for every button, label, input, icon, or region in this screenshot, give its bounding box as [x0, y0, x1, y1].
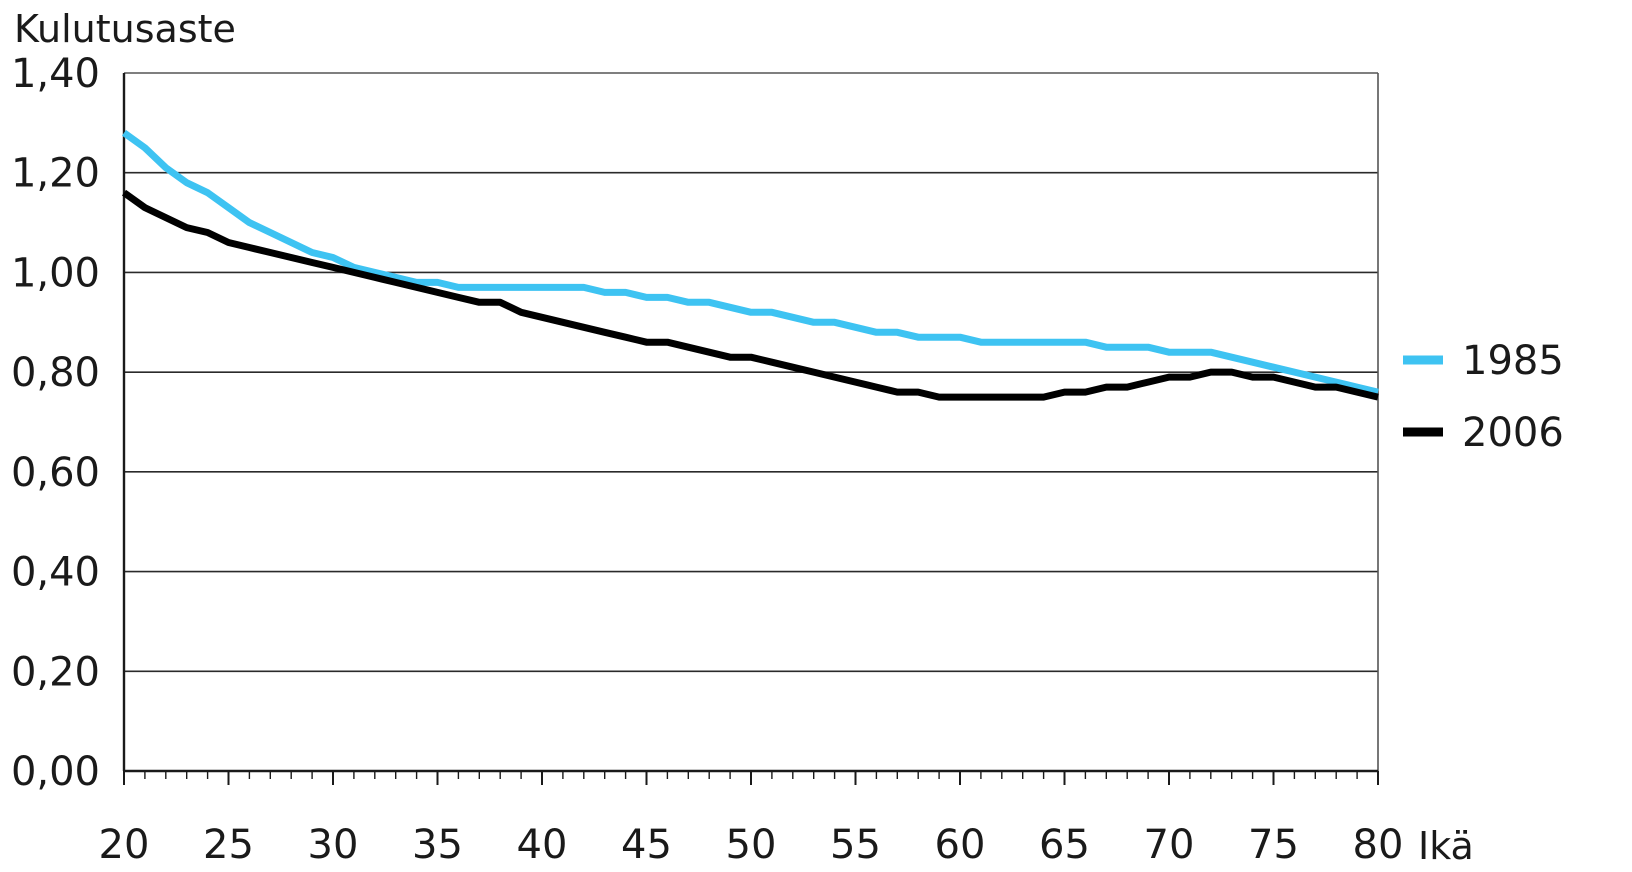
- x-tick-label: 35: [412, 822, 463, 868]
- x-tick-label: 70: [1144, 822, 1195, 868]
- x-tick-label: 25: [203, 822, 254, 868]
- x-tick-label: 55: [830, 822, 881, 868]
- grid-lines: [124, 171, 1378, 673]
- x-axis-ticks: [123, 771, 1379, 785]
- series-line-2006: [121, 189, 1379, 401]
- legend-label-1985: 1985: [1462, 338, 1564, 384]
- y-tick-label: 0,20: [11, 649, 100, 695]
- x-axis-title: Ikä: [1418, 824, 1474, 868]
- x-tick-label: 30: [308, 822, 359, 868]
- y-axis-title: Kulutusaste: [14, 7, 236, 51]
- x-tick-label: 60: [935, 822, 986, 868]
- legend: 1985 2006: [1403, 338, 1564, 456]
- x-tick-label: 40: [517, 822, 568, 868]
- y-tick-label: 0,40: [11, 550, 100, 596]
- x-tick-label: 80: [1353, 822, 1404, 868]
- y-tick-label: 0,60: [11, 450, 100, 496]
- x-tick-label: 75: [1248, 822, 1299, 868]
- y-axis-tick-labels: 0,00 0,20 0,40 0,60 0,80 1,00 1,20 1,40: [11, 51, 100, 795]
- series-line-1985: [121, 129, 1379, 396]
- y-tick-label: 1,40: [11, 51, 100, 97]
- y-tick-label: 0,80: [11, 350, 100, 396]
- series-lines: [121, 129, 1379, 401]
- x-tick-label: 65: [1039, 822, 1090, 868]
- x-tick-label: 45: [621, 822, 672, 868]
- legend-label-2006: 2006: [1462, 410, 1564, 456]
- y-tick-label: 1,00: [11, 250, 100, 296]
- y-tick-label: 1,20: [11, 151, 100, 197]
- x-tick-label: 50: [726, 822, 777, 868]
- plot-frame: [122, 72, 1379, 773]
- x-tick-label: 20: [99, 822, 150, 868]
- y-tick-label: 0,00: [11, 749, 100, 795]
- x-axis-tick-labels: 20 25 30 35 40 45 50 55 60 65 70 75 80: [99, 822, 1404, 868]
